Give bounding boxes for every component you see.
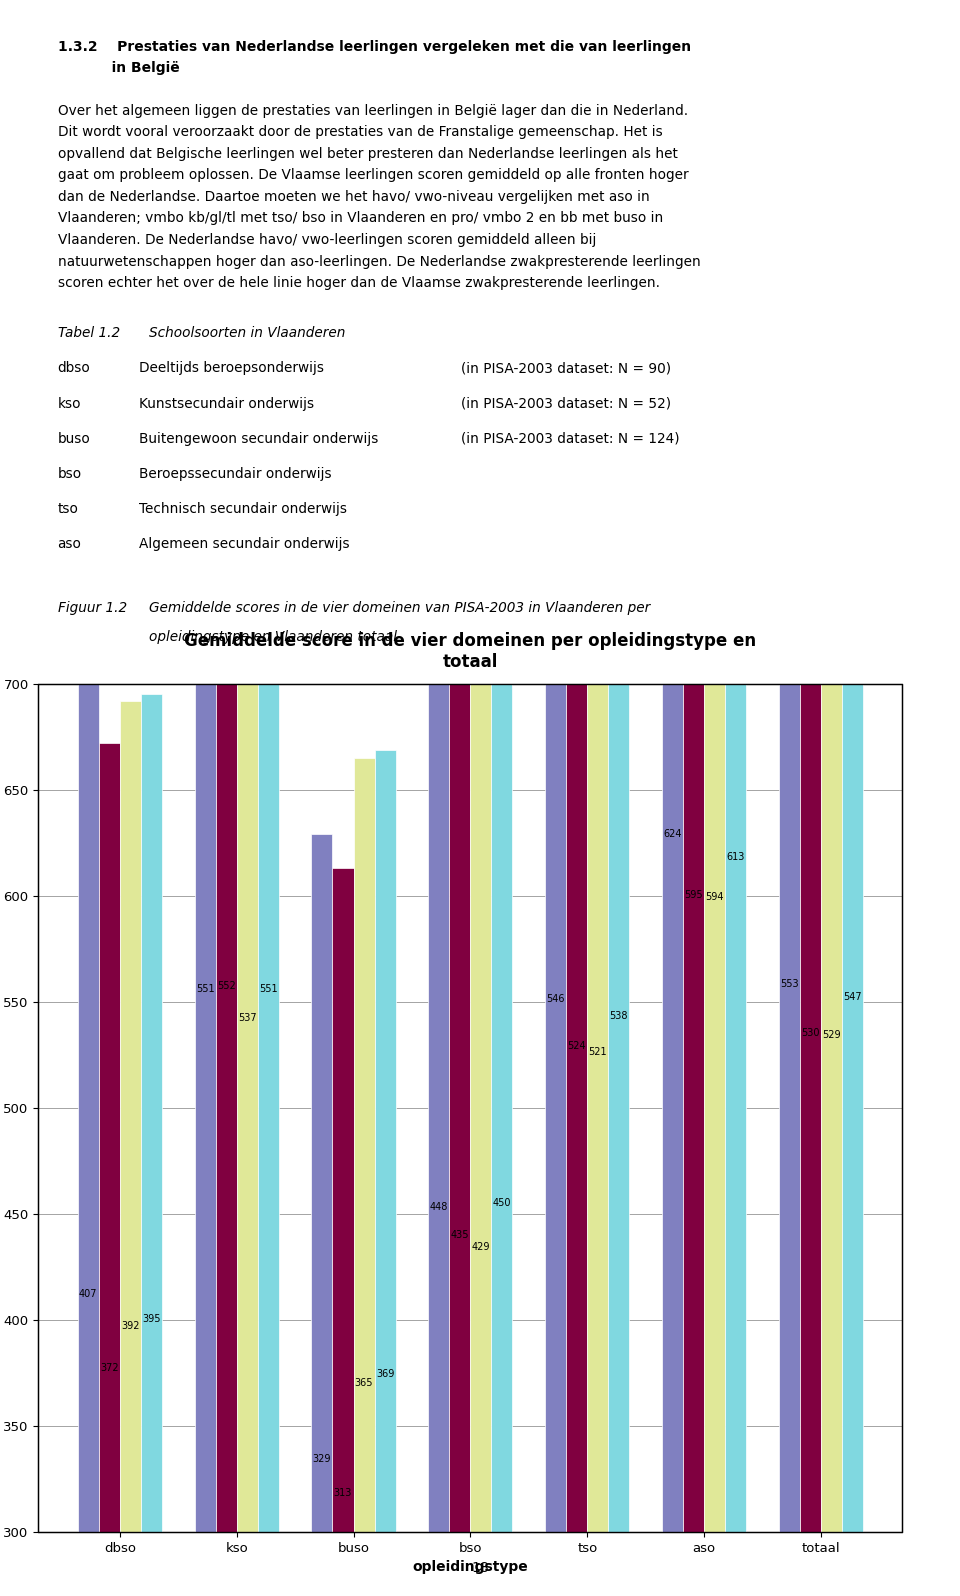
Text: Gemiddelde scores in de vier domeinen van PISA-2003 in Vlaanderen per: Gemiddelde scores in de vier domeinen va…: [149, 600, 650, 614]
Text: 407: 407: [79, 1290, 98, 1299]
Text: 594: 594: [706, 892, 724, 902]
Text: 448: 448: [430, 1202, 448, 1211]
Text: Algemeen secundair onderwijs: Algemeen secundair onderwijs: [139, 536, 349, 551]
Text: 365: 365: [355, 1377, 373, 1389]
Text: Buitengewoon secundair onderwijs: Buitengewoon secundair onderwijs: [139, 431, 378, 445]
Bar: [588, 428, 609, 1532]
Text: 624: 624: [663, 828, 682, 838]
Text: opvallend dat Belgische leerlingen wel beter presteren dan Nederlandse leerlinge: opvallend dat Belgische leerlingen wel b…: [58, 147, 678, 161]
Bar: [195, 364, 216, 1532]
Bar: [216, 362, 236, 1532]
Text: kso: kso: [58, 396, 81, 410]
Text: 450: 450: [492, 1197, 512, 1208]
Text: 547: 547: [843, 993, 862, 1002]
Bar: [492, 578, 513, 1532]
Text: 395: 395: [142, 1315, 160, 1325]
Text: 1.3.2    Prestaties van Nederlandse leerlingen vergeleken met die van leerlingen: 1.3.2 Prestaties van Nederlandse leerlin…: [58, 40, 691, 54]
Bar: [353, 758, 374, 1532]
Bar: [374, 750, 396, 1532]
Text: 613: 613: [727, 852, 745, 862]
Text: 521: 521: [588, 1047, 607, 1057]
Text: (in PISA-2003 dataset: N = 52): (in PISA-2003 dataset: N = 52): [461, 396, 671, 410]
Text: 595: 595: [684, 891, 703, 900]
Text: opleidingstype en Vlaanderen totaal: opleidingstype en Vlaanderen totaal: [149, 629, 396, 643]
X-axis label: opleidingstype: opleidingstype: [413, 1561, 528, 1574]
Text: dan de Nederlandse. Daartoe moeten we het havo/ vwo-niveau vergelijken met aso i: dan de Nederlandse. Daartoe moeten we he…: [58, 190, 649, 204]
Text: Beroepssecundair onderwijs: Beroepssecundair onderwijs: [139, 466, 332, 480]
Text: 372: 372: [100, 1363, 118, 1373]
Text: 553: 553: [780, 980, 799, 990]
Text: Over het algemeen liggen de prestaties van leerlingen in België lager dan die in: Over het algemeen liggen de prestaties v…: [58, 104, 687, 118]
Bar: [821, 410, 842, 1532]
Text: Tabel 1.2: Tabel 1.2: [58, 326, 120, 340]
Bar: [141, 694, 162, 1532]
Bar: [332, 868, 353, 1532]
Text: Technisch secundair onderwijs: Technisch secundair onderwijs: [139, 501, 348, 516]
Bar: [684, 270, 705, 1532]
Text: 551: 551: [196, 983, 214, 993]
Text: 537: 537: [238, 1013, 256, 1023]
Text: natuurwetenschappen hoger dan aso-leerlingen. De Nederlandse zwakpresterende lee: natuurwetenschappen hoger dan aso-leerli…: [58, 254, 701, 268]
Text: 524: 524: [567, 1041, 586, 1050]
Text: 552: 552: [217, 982, 235, 991]
Text: dbso: dbso: [58, 361, 90, 375]
Text: scoren echter het over de hele linie hoger dan de Vlaamse zwakpresterende leerli: scoren echter het over de hele linie hog…: [58, 276, 660, 290]
Text: Dit wordt vooral veroorzaakt door de prestaties van de Franstalige gemeenschap. : Dit wordt vooral veroorzaakt door de pre…: [58, 124, 662, 139]
Bar: [800, 409, 821, 1532]
Text: gaat om probleem oplossen. De Vlaamse leerlingen scoren gemiddeld op alle fronte: gaat om probleem oplossen. De Vlaamse le…: [58, 168, 688, 182]
Text: 329: 329: [313, 1454, 331, 1464]
Text: Deeltijds beroepsonderwijs: Deeltijds beroepsonderwijs: [139, 361, 324, 375]
Text: 18: 18: [471, 1561, 489, 1575]
Text: 369: 369: [376, 1369, 395, 1379]
Text: bso: bso: [58, 466, 82, 480]
Text: Kunstsecundair onderwijs: Kunstsecundair onderwijs: [139, 396, 314, 410]
Text: Schoolsoorten in Vlaanderen: Schoolsoorten in Vlaanderen: [149, 326, 346, 340]
Text: (in PISA-2003 dataset: N = 124): (in PISA-2003 dataset: N = 124): [461, 431, 680, 445]
Bar: [99, 744, 120, 1532]
Bar: [662, 209, 684, 1532]
Bar: [311, 835, 332, 1532]
Bar: [545, 375, 566, 1532]
Text: 429: 429: [471, 1242, 491, 1253]
Text: 530: 530: [802, 1028, 820, 1037]
Text: in België: in België: [58, 61, 180, 75]
Bar: [120, 701, 141, 1532]
Bar: [428, 583, 449, 1532]
Text: 529: 529: [823, 1029, 841, 1041]
Text: Vlaanderen. De Nederlandse havo/ vwo-leerlingen scoren gemiddeld alleen bij: Vlaanderen. De Nederlandse havo/ vwo-lee…: [58, 233, 596, 247]
Text: 551: 551: [259, 983, 277, 993]
Bar: [779, 359, 800, 1532]
Bar: [236, 393, 257, 1532]
Text: aso: aso: [58, 536, 82, 551]
Text: 538: 538: [610, 1012, 628, 1021]
Bar: [470, 622, 492, 1532]
Text: Vlaanderen; vmbo kb/gl/tl met tso/ bso in Vlaanderen en pro/ vmbo 2 en bb met bu: Vlaanderen; vmbo kb/gl/tl met tso/ bso i…: [58, 211, 662, 225]
Bar: [609, 391, 630, 1532]
Title: Gemiddelde score in de vier domeinen per opleidingstype en
totaal: Gemiddelde score in de vier domeinen per…: [184, 632, 756, 672]
Text: (in PISA-2003 dataset: N = 90): (in PISA-2003 dataset: N = 90): [461, 361, 671, 375]
Bar: [257, 364, 278, 1532]
Bar: [842, 372, 863, 1532]
Bar: [566, 421, 588, 1532]
Text: buso: buso: [58, 431, 90, 445]
Text: 313: 313: [334, 1487, 352, 1499]
Text: Figuur 1.2: Figuur 1.2: [58, 600, 127, 614]
Bar: [705, 273, 725, 1532]
Text: 546: 546: [546, 994, 565, 1004]
Text: 435: 435: [450, 1229, 469, 1240]
Bar: [449, 610, 470, 1532]
Bar: [78, 669, 99, 1532]
Text: 392: 392: [121, 1321, 139, 1331]
Text: tso: tso: [58, 501, 79, 516]
Bar: [725, 231, 746, 1532]
